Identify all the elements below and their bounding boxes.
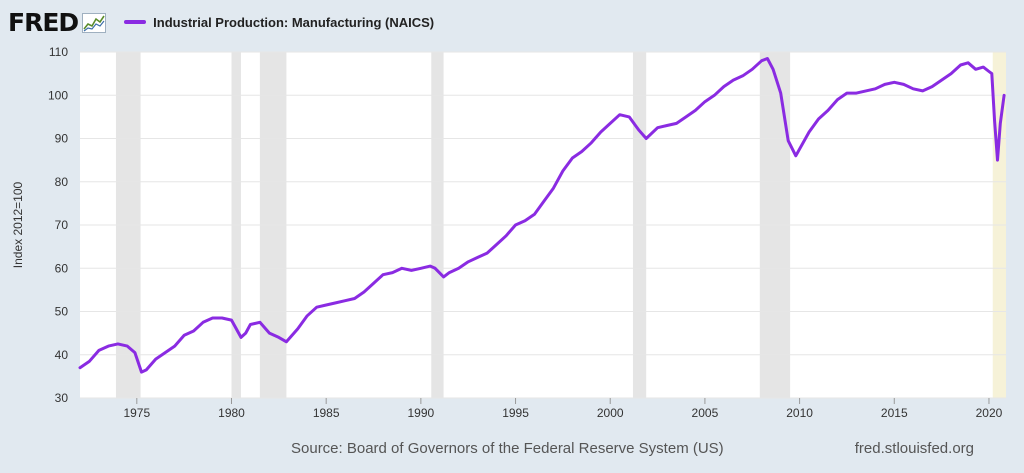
x-tick-label: 1985 <box>313 406 340 420</box>
y-tick-label: 70 <box>55 218 69 232</box>
gridlines <box>80 51 1006 399</box>
x-tick-label: 2020 <box>976 406 1003 420</box>
source-note: Source: Board of Governors of the Federa… <box>291 440 724 457</box>
fred-logo[interactable]: FRED <box>8 7 79 37</box>
y-tick-label: 50 <box>55 305 69 319</box>
y-tick-label: 30 <box>55 391 69 405</box>
x-tick-label: 2015 <box>881 406 908 420</box>
x-tick-label: 2010 <box>786 406 813 420</box>
x-tick-label: 2000 <box>597 406 624 420</box>
series-line <box>78 57 1006 374</box>
y-axis-ticks: 30 40 50 60 70 80 90 100 110 <box>48 45 68 405</box>
legend-swatch <box>124 20 147 24</box>
chart-logo-icon <box>82 13 107 33</box>
legend-label: Industrial Production: Manufacturing (NA… <box>153 14 435 30</box>
x-tick-label: 2005 <box>692 406 719 420</box>
y-tick-label: 110 <box>49 45 68 59</box>
plot-area: 30 40 50 60 70 80 90 100 110 1975 1980 1985 1990 199… <box>48 45 1006 420</box>
y-tick-label: 80 <box>55 175 69 189</box>
x-axis-ticks: 1975 1980 1985 1990 1995 2000 2005 2010 2015 2020 <box>123 398 1003 420</box>
y-tick-label: 60 <box>55 261 69 275</box>
x-tick-label: 1990 <box>408 406 435 420</box>
y-tick-label: 100 <box>48 88 68 102</box>
y-tick-label: 40 <box>55 348 69 362</box>
header: FRED Industrial Production: Manufacturin… <box>8 6 434 38</box>
x-tick-label: 1980 <box>218 406 245 420</box>
source-link[interactable]: fred.stlouisfed.org <box>854 440 974 457</box>
x-tick-label: 1995 <box>502 406 529 420</box>
x-tick-label: 1975 <box>123 406 150 420</box>
y-tick-label: 90 <box>55 132 69 146</box>
chart-legend[interactable]: Industrial Production: Manufacturing (NA… <box>124 15 434 30</box>
